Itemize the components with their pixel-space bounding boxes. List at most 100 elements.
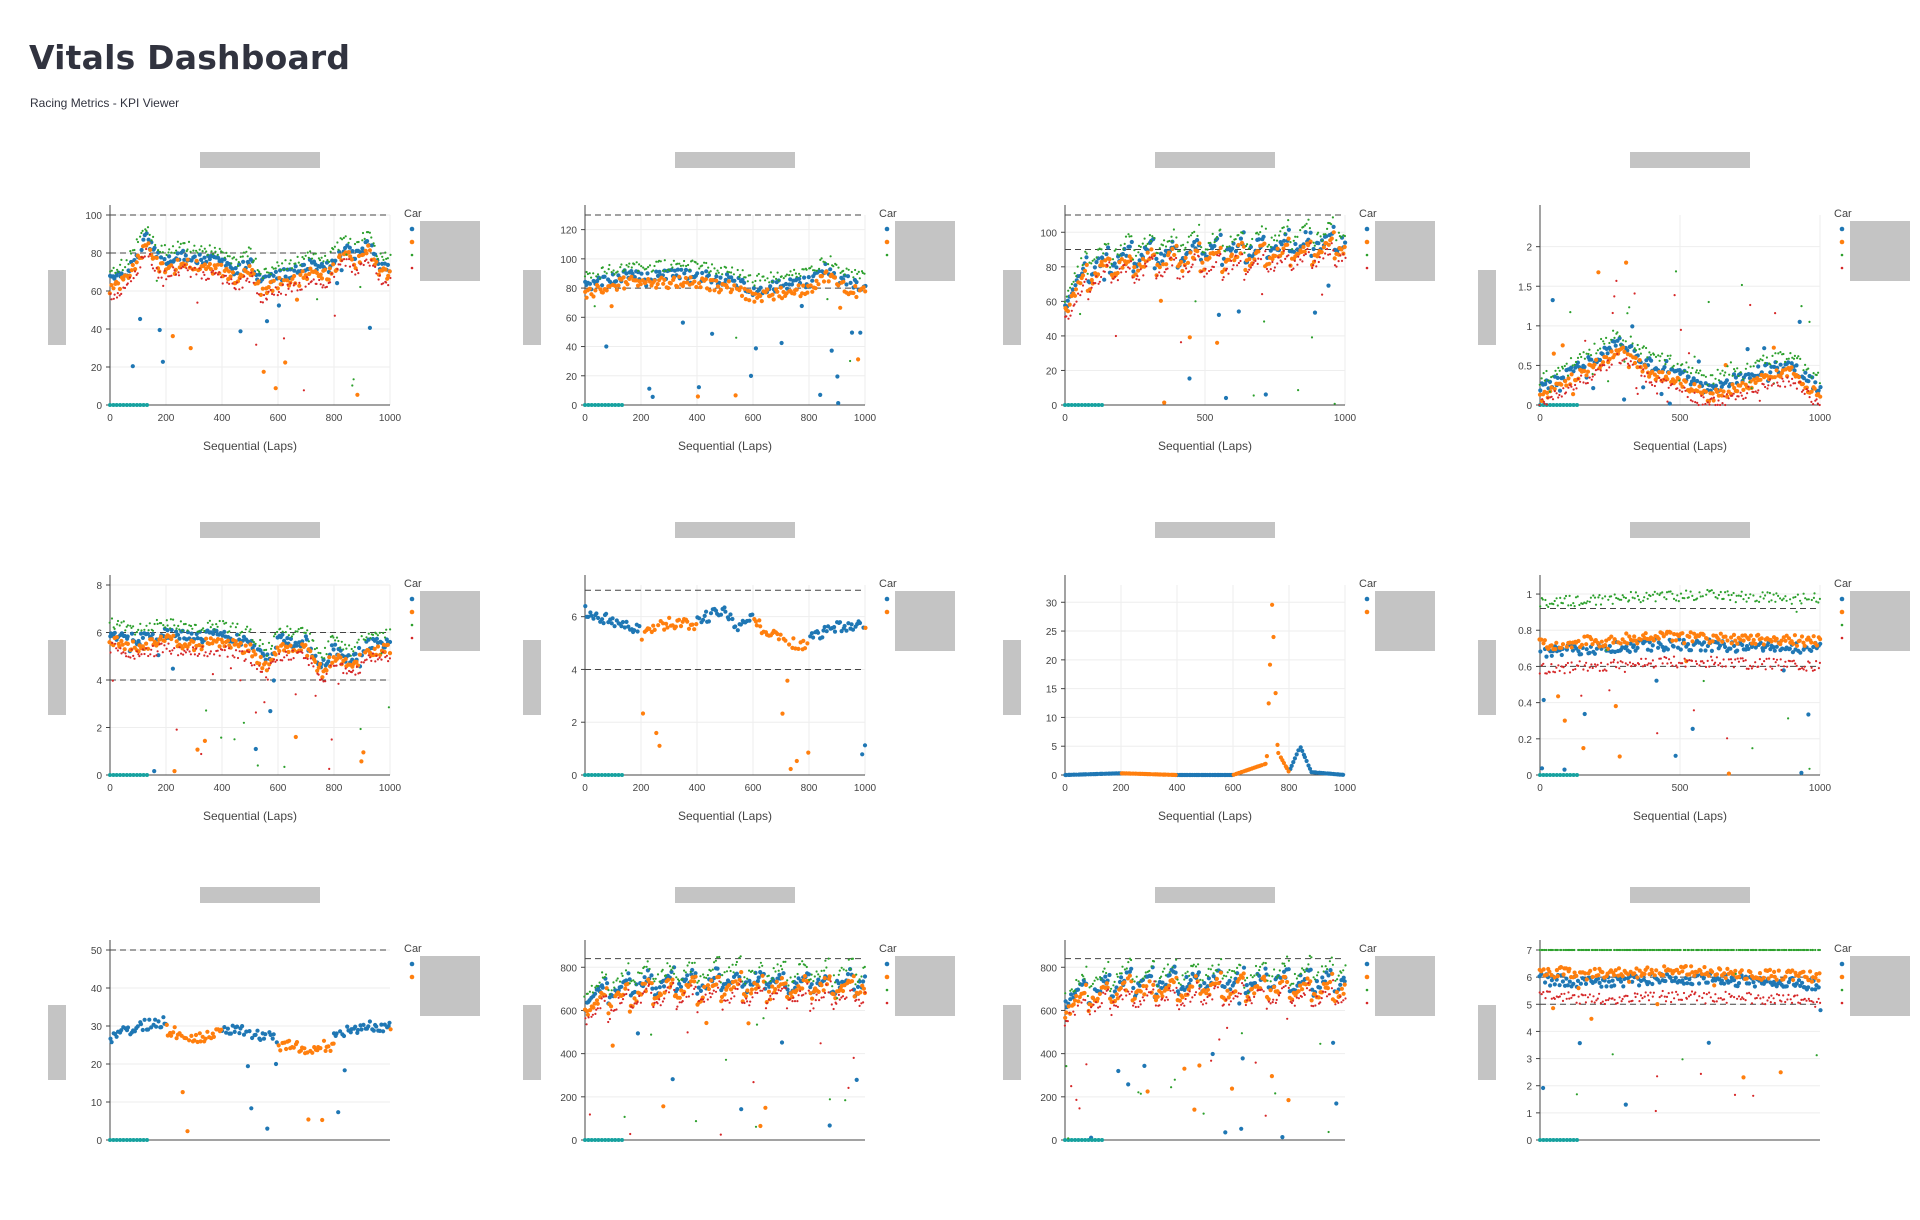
data-point <box>846 268 848 270</box>
data-point <box>149 234 151 236</box>
data-point <box>376 644 380 648</box>
data-point <box>1764 594 1766 596</box>
legend: Car <box>879 578 955 651</box>
data-point <box>1738 595 1740 597</box>
data-point <box>1214 241 1216 243</box>
data-point <box>230 278 232 280</box>
data-point <box>1684 390 1686 392</box>
data-point <box>1172 253 1176 257</box>
data-point <box>1650 381 1652 383</box>
data-point <box>114 643 116 645</box>
data-point <box>253 664 255 666</box>
chart-title-redacted <box>200 522 320 538</box>
data-point <box>1742 598 1744 600</box>
data-point <box>247 264 251 268</box>
data-point <box>219 263 223 267</box>
data-point <box>811 265 813 267</box>
x-axis-title: Sequential (Laps) <box>203 439 297 453</box>
data-point <box>652 269 654 271</box>
data-point <box>1697 384 1701 388</box>
data-point <box>703 262 705 264</box>
data-point <box>1607 359 1609 361</box>
data-point <box>280 269 282 271</box>
data-point <box>228 647 230 649</box>
data-point <box>1670 662 1672 664</box>
data-point <box>1751 747 1753 749</box>
data-point <box>1135 278 1137 280</box>
data-point <box>620 403 624 407</box>
data-point <box>359 286 361 288</box>
legend-marker <box>410 240 415 245</box>
data-point <box>1194 253 1196 255</box>
data-point <box>1710 649 1714 653</box>
data-point <box>321 678 323 680</box>
data-point <box>359 1027 363 1031</box>
x-tick-label: 200 <box>1113 783 1130 794</box>
data-point <box>1580 356 1582 358</box>
data-point <box>1722 389 1726 393</box>
data-point <box>154 1025 158 1029</box>
data-point <box>1314 260 1316 262</box>
data-point <box>1611 364 1613 366</box>
data-point <box>1223 276 1225 278</box>
data-point <box>1736 367 1738 369</box>
data-point <box>1723 395 1725 397</box>
data-point <box>1747 637 1751 641</box>
data-point <box>363 264 365 266</box>
data-point <box>854 280 858 284</box>
data-point <box>1274 691 1278 695</box>
y-tick-label: 0 <box>1051 771 1057 782</box>
legend-labels-redacted <box>1375 591 1435 651</box>
data-point <box>1741 284 1743 286</box>
data-point <box>114 294 116 296</box>
data-point <box>1792 597 1794 599</box>
data-point <box>1701 660 1703 662</box>
data-point <box>119 639 123 643</box>
data-point <box>149 253 151 255</box>
data-point <box>123 647 127 651</box>
data-point <box>1632 663 1634 665</box>
data-point <box>1571 392 1575 396</box>
data-point <box>1585 662 1587 664</box>
data-point <box>725 285 729 289</box>
data-point <box>1303 755 1307 759</box>
data-point <box>313 253 315 255</box>
data-point <box>284 275 288 279</box>
data-point <box>1213 266 1215 268</box>
y-tick-label: 1.5 <box>1518 282 1532 293</box>
data-point <box>1296 264 1298 266</box>
data-point <box>301 269 305 273</box>
data-point <box>1583 602 1585 604</box>
data-point <box>1603 343 1605 345</box>
data-point <box>1693 709 1695 711</box>
data-point <box>205 250 207 252</box>
legend-labels-redacted <box>895 221 955 281</box>
data-point <box>176 729 178 731</box>
chart-title-redacted <box>675 152 795 168</box>
data-point <box>349 238 351 240</box>
data-point <box>1544 380 1546 382</box>
data-point <box>624 269 626 271</box>
data-point <box>1766 658 1768 660</box>
data-point <box>1712 383 1714 385</box>
data-point <box>111 642 113 644</box>
data-point <box>1808 768 1810 770</box>
data-point <box>253 652 257 656</box>
data-point <box>153 246 157 250</box>
data-point <box>690 623 694 627</box>
data-point <box>1615 280 1617 282</box>
data-point <box>1264 762 1268 766</box>
data-point <box>301 652 303 654</box>
data-point <box>1112 258 1114 260</box>
data-point <box>1716 656 1718 658</box>
data-point <box>114 628 116 630</box>
data-point <box>1601 360 1605 364</box>
data-point <box>190 653 192 655</box>
data-point <box>684 977 688 981</box>
data-point <box>210 626 212 628</box>
y-tick-label: 0.8 <box>1518 626 1532 637</box>
data-point <box>354 674 356 676</box>
data-point <box>1284 258 1286 260</box>
data-point <box>1546 604 1548 606</box>
